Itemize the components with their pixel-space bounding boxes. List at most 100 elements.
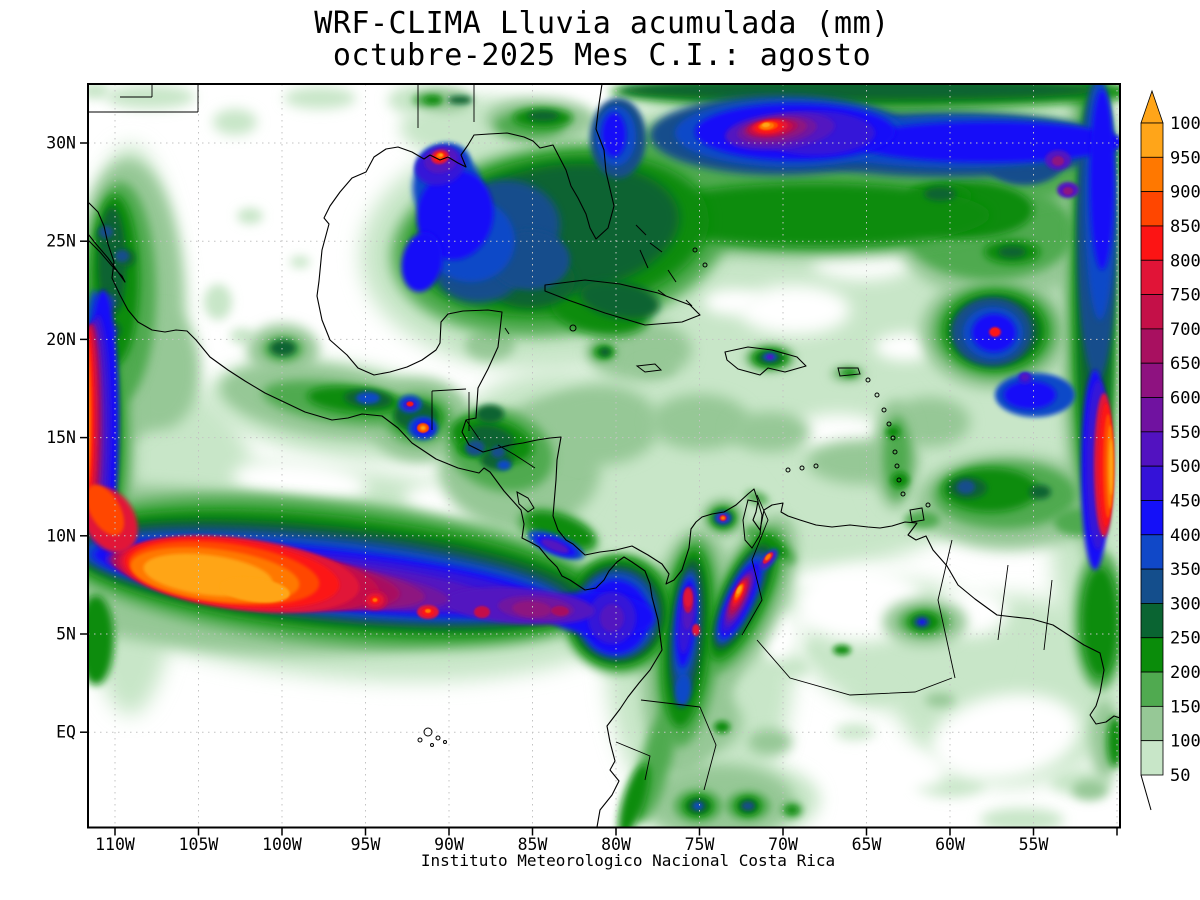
y-tick-label: 30N <box>46 134 76 153</box>
field-blob <box>980 808 1064 828</box>
island-outline <box>667 269 677 283</box>
island-dot <box>430 743 434 747</box>
x-tick-label: 60W <box>935 835 965 854</box>
precipitation-field-layer <box>88 84 1120 828</box>
island-outline <box>909 507 925 523</box>
colorbar-label: 150 <box>1170 697 1200 717</box>
colorbar-label: 800 <box>1170 251 1200 271</box>
island-dot <box>813 463 819 469</box>
field-blob <box>1082 567 1118 677</box>
colorbar-label: 700 <box>1170 320 1200 340</box>
field-blob <box>284 87 356 109</box>
island-dot <box>423 727 433 737</box>
colorbar-segment <box>1140 328 1164 364</box>
colorbar-label: 550 <box>1170 423 1200 443</box>
field-blob <box>439 153 443 157</box>
x-tick-label: 80W <box>601 835 631 854</box>
field-blob <box>714 721 730 733</box>
island-dot <box>896 477 902 483</box>
field-blob <box>551 605 569 617</box>
caption-text: Instituto Meteorologico Nacional Costa R… <box>421 851 835 870</box>
y-tick-label: 5N <box>56 625 76 644</box>
field-blob <box>692 624 700 636</box>
field-blob <box>220 577 290 603</box>
colorbar-label: 650 <box>1170 354 1200 374</box>
field-blob <box>786 806 798 814</box>
field-blob <box>602 113 626 157</box>
colorbar-segment <box>1140 225 1164 261</box>
map-frame <box>87 83 1121 829</box>
field-blob <box>925 693 955 707</box>
field-blob <box>833 645 851 655</box>
field-blob <box>837 750 947 794</box>
field-blob <box>990 328 1000 336</box>
colorbar-segment <box>1140 603 1164 639</box>
field-blob <box>425 609 431 613</box>
field-blob <box>416 170 494 260</box>
field-blob <box>721 516 725 520</box>
colorbar-label: 900 <box>1170 183 1200 203</box>
field-blob <box>417 88 473 112</box>
field-blob <box>618 763 650 828</box>
island-dot <box>925 502 931 508</box>
island-dot <box>874 392 880 398</box>
colorbar-segment <box>1140 191 1164 227</box>
field-blob <box>476 405 504 423</box>
field-blob <box>600 604 624 632</box>
x-tick-label: 100W <box>262 835 302 854</box>
field-blob <box>1090 90 1114 270</box>
x-tick-label: 95W <box>351 835 381 854</box>
field-blob <box>88 84 110 99</box>
colorbar-segment <box>1140 362 1164 398</box>
political-borders-layer <box>88 84 1053 791</box>
field-blob <box>918 619 926 625</box>
field-blob <box>875 333 935 361</box>
field-blob <box>270 340 296 356</box>
island-dot <box>569 324 577 332</box>
coastline-baja <box>88 233 126 283</box>
field-blob <box>704 289 760 315</box>
colorbar-segment <box>1140 637 1164 673</box>
island-outline <box>657 289 667 297</box>
field-blob <box>693 802 703 810</box>
coastline-pacific <box>88 201 663 828</box>
colorbar-label: 950 <box>1170 148 1200 168</box>
field-blob <box>762 122 770 128</box>
axis-ticks-layer <box>80 142 1118 836</box>
colorbar-label: 850 <box>1170 217 1200 237</box>
field-blob <box>891 472 909 488</box>
field-blob <box>204 284 232 320</box>
colorbar-label: 450 <box>1170 491 1200 511</box>
field-blob <box>924 187 956 201</box>
x-tick-label: 65W <box>852 835 882 854</box>
colorbar-label: 500 <box>1170 457 1200 477</box>
colorbar-segment <box>1140 671 1164 707</box>
field-blob <box>886 426 900 438</box>
x-tick-label: 105W <box>179 835 219 854</box>
field-blob <box>635 360 675 376</box>
colorbar-segment <box>1140 431 1164 467</box>
field-blob <box>650 394 750 450</box>
field-blob <box>540 538 570 554</box>
colorbar-segment <box>1140 534 1164 570</box>
field-blob <box>406 401 414 407</box>
field-blob <box>736 585 742 595</box>
field-blob <box>1072 780 1108 800</box>
colorbar-segment <box>1140 122 1164 158</box>
colorbar-below-min-tail <box>1140 774 1152 811</box>
field-blob <box>88 595 114 685</box>
colorbar-label: 400 <box>1170 526 1200 546</box>
colorbar-label: 750 <box>1170 286 1200 306</box>
island-dot <box>417 737 423 743</box>
field-blob <box>421 426 425 430</box>
coastline-atlantic <box>316 84 1120 725</box>
field-blob <box>674 674 692 706</box>
field-blob <box>742 802 754 810</box>
field-blob <box>290 256 310 268</box>
field-blob <box>230 328 254 344</box>
field-blob <box>684 589 692 607</box>
island-dot <box>894 463 900 469</box>
island-dot <box>890 435 896 441</box>
coastline-layer <box>88 84 1120 828</box>
